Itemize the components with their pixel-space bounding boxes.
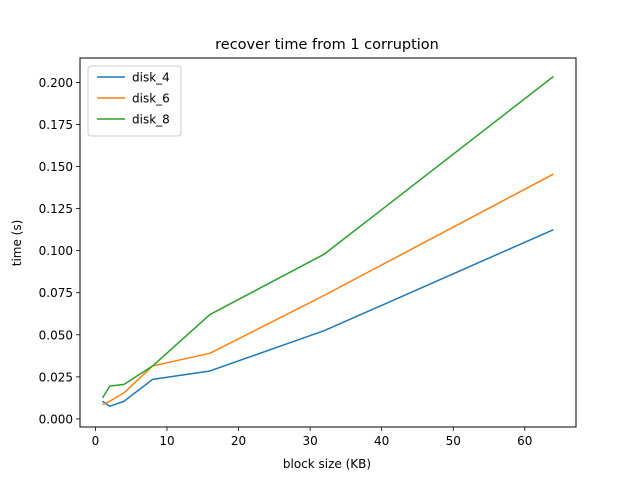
plot-frame bbox=[79, 57, 577, 428]
y-tick-label: 0.200 bbox=[39, 76, 73, 90]
series-line-disk-8 bbox=[101, 75, 554, 399]
x-axis-ticks: 0 10 20 30 40 50 60 bbox=[92, 427, 532, 448]
x-tick-label: 40 bbox=[374, 434, 389, 448]
y-tick-label: 0.150 bbox=[39, 160, 73, 174]
x-tick-label: 20 bbox=[231, 434, 246, 448]
series-line-disk-4 bbox=[102, 228, 554, 408]
legend-label-disk-4: disk_4 bbox=[132, 71, 170, 85]
x-tick-label: 30 bbox=[302, 434, 317, 448]
y-tick-label: 0.125 bbox=[39, 202, 73, 216]
legend-label-disk-8: disk_8 bbox=[132, 113, 170, 127]
x-tick-label: 10 bbox=[159, 434, 174, 448]
legend-label-disk-6: disk_6 bbox=[132, 92, 170, 106]
x-tick-label: 50 bbox=[446, 434, 461, 448]
y-tick-label: 0.075 bbox=[39, 286, 73, 300]
x-tick-label: 0 bbox=[92, 434, 100, 448]
y-axis-ticks: 0.000 0.025 0.050 0.075 0.100 0.125 0.150 0.175… bbox=[39, 76, 80, 426]
y-tick-label: 0.100 bbox=[39, 244, 73, 258]
y-tick-label: 0.025 bbox=[39, 370, 73, 384]
plot-area bbox=[101, 75, 554, 408]
y-tick-label: 0.050 bbox=[39, 328, 73, 342]
x-tick-label: 60 bbox=[517, 434, 532, 448]
x-axis-label: block size (KB) bbox=[283, 457, 371, 471]
y-axis-label: time (s) bbox=[10, 220, 24, 267]
legend: disk_4 disk_6 disk_8 bbox=[87, 65, 182, 137]
y-tick-label: 0.000 bbox=[39, 412, 73, 426]
y-tick-label: 0.175 bbox=[39, 118, 73, 132]
chart-title: recover time from 1 corruption bbox=[215, 37, 439, 53]
